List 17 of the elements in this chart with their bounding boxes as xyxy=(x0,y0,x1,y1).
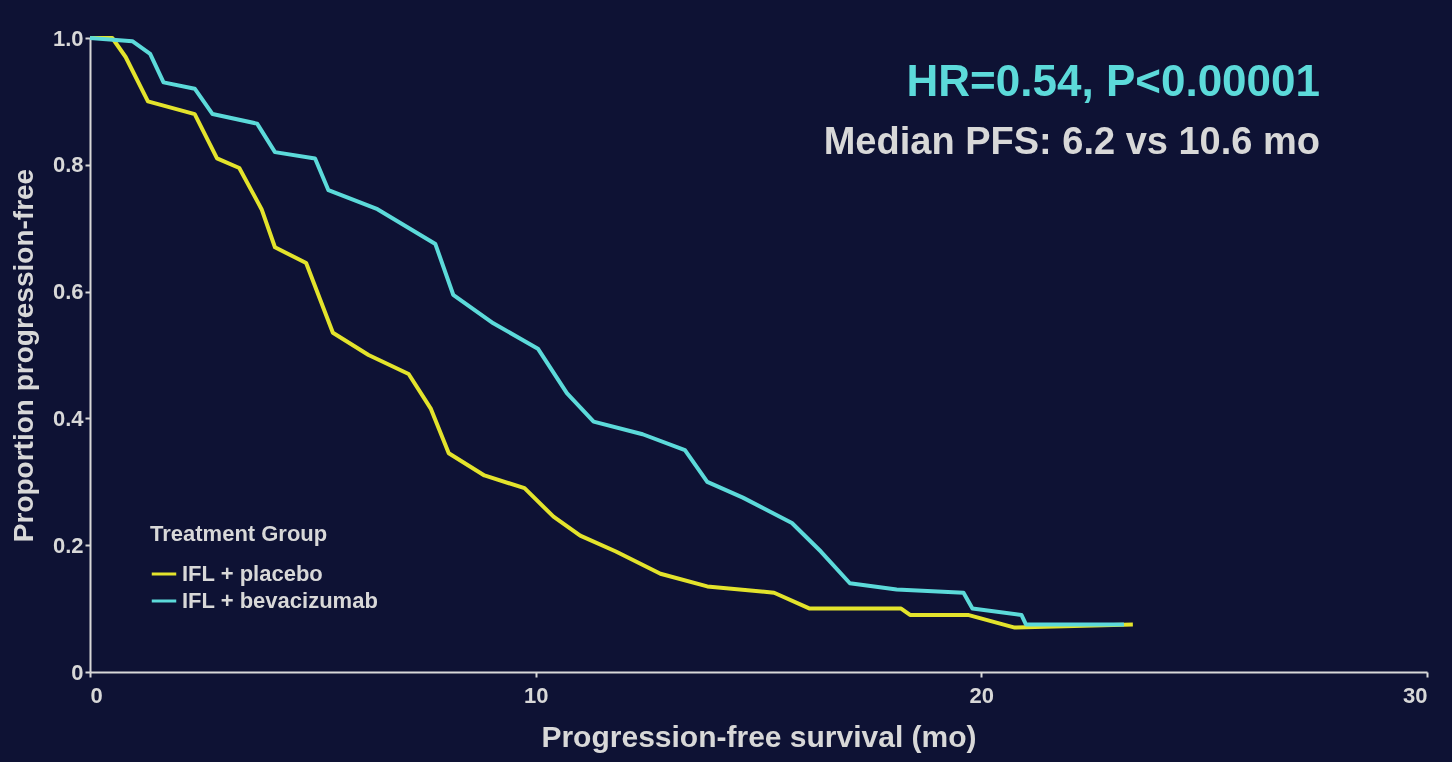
x-tick-label: 0 xyxy=(90,682,103,708)
annotation: Median PFS: 6.2 vs 10.6 mo xyxy=(823,120,1320,162)
x-axis-title: Progression-free survival (mo) xyxy=(541,719,977,753)
x-tick-label: 30 xyxy=(1403,682,1428,708)
legend-label: IFL + bevacizumab xyxy=(182,588,378,613)
annotation: HR=0.54, P<0.00001 xyxy=(906,56,1320,105)
y-tick-label: 0.8 xyxy=(52,152,84,178)
y-axis-title: Proportion progression-free xyxy=(7,168,39,543)
x-tick-label: 10 xyxy=(523,682,549,708)
y-tick-label: 0 xyxy=(71,659,84,685)
legend-title: Treatment Group xyxy=(150,521,328,546)
y-tick-label: 0.6 xyxy=(52,279,84,305)
y-tick-label: 0.2 xyxy=(52,532,84,558)
y-tick-label: 1.0 xyxy=(52,25,84,51)
x-tick-label: 20 xyxy=(969,682,995,708)
y-tick-label: 0.4 xyxy=(52,405,85,431)
legend-label: IFL + placebo xyxy=(182,561,323,586)
